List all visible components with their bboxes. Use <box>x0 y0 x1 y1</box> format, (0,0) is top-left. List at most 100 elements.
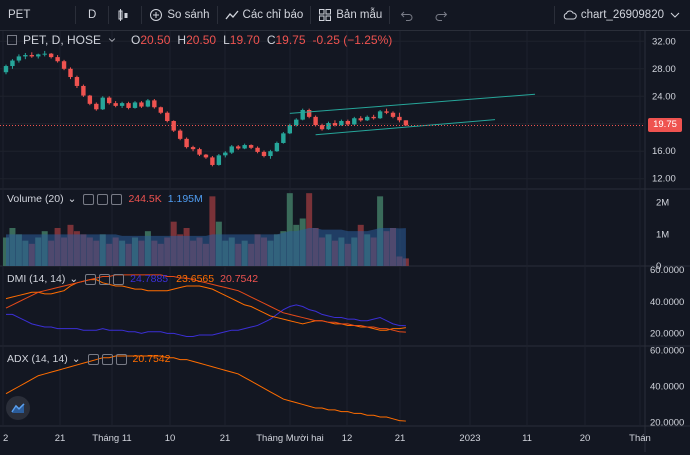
tradingview-logo[interactable] <box>6 396 30 420</box>
candle-body <box>48 53 54 58</box>
adx-value: 20.7542 <box>220 273 259 285</box>
price-tick: 16.00 <box>652 146 676 157</box>
dmi-label: DMI (14, 14) <box>7 273 66 285</box>
compare-button[interactable]: So sánh <box>142 0 216 30</box>
candle-body <box>345 120 351 125</box>
close-value: 19.75 <box>275 33 306 47</box>
candle-body <box>23 55 28 57</box>
time-tick: 21 <box>55 433 66 444</box>
indicators-icon <box>225 8 239 22</box>
bar-style-button[interactable] <box>109 0 141 30</box>
adx-label: ADX (14, 14) <box>7 353 68 365</box>
settings-icon[interactable] <box>99 273 111 285</box>
candle-body <box>306 110 312 117</box>
time-tick: 2023 <box>459 433 480 444</box>
candle-body <box>274 142 280 152</box>
visibility-icon[interactable] <box>83 193 95 205</box>
undo-icon <box>400 8 414 22</box>
candle-body <box>145 100 151 107</box>
minus-di-line <box>5 279 406 331</box>
visibility-icon[interactable] <box>87 353 99 365</box>
candle-body <box>16 56 22 61</box>
main-legend: PET, D, HOSE O 20.50 H 20.50 L 19.70 C 19.75… <box>7 33 392 47</box>
candle-body <box>352 118 357 125</box>
interval-button[interactable]: D <box>76 0 108 30</box>
candle-body <box>119 103 125 106</box>
adx-legend: ADX (14, 14) ⌄ 20.7542 <box>7 353 170 365</box>
divider <box>310 6 312 24</box>
candle-body <box>68 68 73 78</box>
indicators-button[interactable]: Các chỉ báo <box>218 0 311 30</box>
candle-body <box>3 66 9 73</box>
volume-tick: 2M <box>656 198 669 209</box>
candle-body <box>190 147 196 150</box>
undo-button[interactable] <box>390 0 428 30</box>
candle-body <box>139 102 144 107</box>
chevron-down-icon <box>668 8 682 22</box>
candle-body <box>332 123 338 126</box>
candle-body <box>158 107 163 113</box>
close-label: C <box>266 33 276 47</box>
candle-body <box>287 125 292 134</box>
candle-body <box>87 95 93 104</box>
time-tick: Tháng 11 <box>92 433 131 444</box>
candle-body <box>152 100 157 108</box>
dmi-legend: DMI (14, 14) ⌄ 24.7885 23.6565 20.7542 <box>7 273 258 285</box>
candle-body <box>210 157 215 165</box>
candle-body <box>42 53 47 55</box>
chart-area[interactable]: 32.0028.0024.0020.0016.0012.002M1M060.00… <box>0 31 690 452</box>
chevron-down-icon[interactable] <box>107 35 117 45</box>
candle-body <box>177 130 183 139</box>
chevron-down-icon[interactable]: ⌄ <box>69 273 79 285</box>
redo-button[interactable] <box>428 0 458 30</box>
candle-body <box>268 151 273 157</box>
chart-canvas[interactable]: 32.0028.0024.0020.0016.0012.002M1M060.00… <box>0 31 690 452</box>
volume-label: Volume (20) <box>7 193 64 205</box>
settings-icon[interactable] <box>101 353 113 365</box>
volume-tick: 0 <box>656 261 661 272</box>
redo-icon <box>434 8 448 22</box>
candle-body <box>36 54 41 57</box>
chevron-down-icon[interactable]: ⌄ <box>71 353 81 365</box>
adx-tick: 60.0000 <box>650 346 684 357</box>
plus-circle-icon <box>149 8 163 22</box>
visibility-icon[interactable] <box>85 273 97 285</box>
symbol-label: PET <box>8 9 31 21</box>
remove-icon[interactable] <box>115 353 127 365</box>
candle-body <box>300 110 305 120</box>
templates-button[interactable]: Bản mẫu <box>311 0 389 30</box>
volume-bar <box>209 196 216 266</box>
plus-di-line <box>6 304 406 338</box>
candle-body <box>29 55 34 57</box>
divider <box>216 6 218 24</box>
adx-tick: 40.0000 <box>650 382 684 393</box>
price-tick: 28.00 <box>652 64 676 75</box>
price-tick: 12.00 <box>652 174 676 185</box>
volume-value: 244.5K <box>128 193 162 205</box>
candle-body <box>94 103 99 110</box>
time-tick: 11 <box>522 433 532 444</box>
legend-title: PET, D, HOSE <box>23 33 102 47</box>
candle-body <box>197 149 202 155</box>
remove-icon[interactable] <box>111 193 123 205</box>
time-tick: Tháng Mười hai <box>256 433 324 444</box>
candle-body <box>203 154 209 158</box>
last-price-tag: 19.75 <box>648 118 682 133</box>
candle-body <box>248 145 254 148</box>
collapse-icon[interactable] <box>7 35 17 45</box>
channel-lower-line <box>315 119 496 136</box>
divider <box>553 6 555 24</box>
remove-icon[interactable] <box>113 273 125 285</box>
minus-di-value: 23.6565 <box>176 273 215 285</box>
divider <box>389 6 391 24</box>
time-tick: 21 <box>395 433 406 444</box>
open-label: O <box>131 33 141 47</box>
symbol-search[interactable]: PET <box>0 0 75 30</box>
chart-layout-button[interactable]: chart_26909820 <box>555 0 690 30</box>
open-value: 20.50 <box>140 33 171 47</box>
low-value: 19.70 <box>229 33 260 47</box>
candle-body <box>358 118 363 121</box>
chevron-down-icon[interactable]: ⌄ <box>67 193 77 205</box>
volume-bar <box>286 193 293 266</box>
settings-icon[interactable] <box>97 193 109 205</box>
